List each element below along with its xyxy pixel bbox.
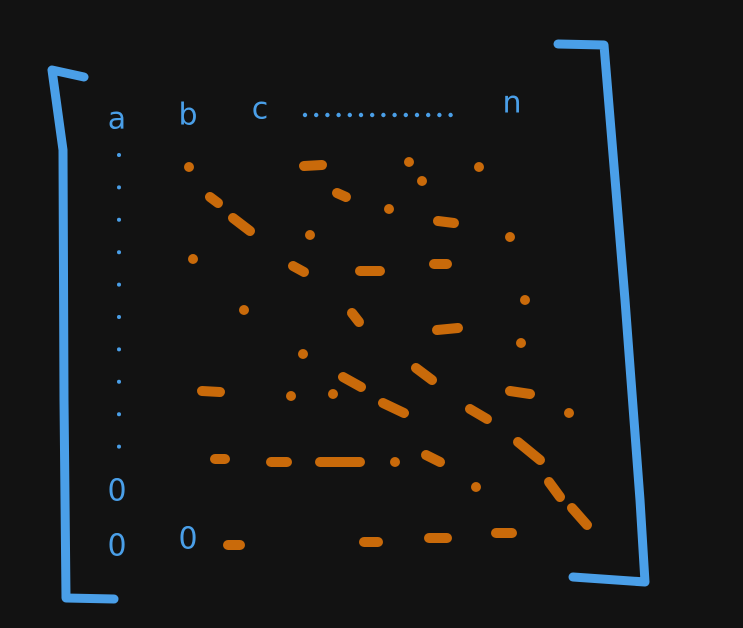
zero-label: 0 bbox=[107, 529, 126, 564]
ellipsis-dot bbox=[414, 112, 420, 118]
orange-dot bbox=[286, 391, 296, 401]
ellipsis-dot bbox=[381, 112, 386, 118]
orange-dash bbox=[411, 363, 437, 385]
right-bracket bbox=[553, 39, 650, 587]
orange-dot bbox=[505, 232, 515, 242]
header-label: b bbox=[178, 98, 197, 133]
ellipsis-dot bbox=[314, 112, 319, 118]
orange-dot bbox=[328, 389, 338, 399]
orange-dot bbox=[298, 349, 308, 359]
ellipsis-dot bbox=[448, 112, 453, 118]
ellipsis-dot bbox=[437, 112, 442, 118]
orange-dash bbox=[378, 398, 409, 418]
orange-dot bbox=[474, 162, 484, 172]
ellipsis-dot bbox=[117, 185, 121, 190]
ellipsis-dot bbox=[117, 217, 121, 222]
orange-dot bbox=[516, 338, 526, 348]
orange-dash bbox=[433, 216, 459, 228]
orange-dot bbox=[239, 305, 249, 315]
orange-dash bbox=[421, 450, 445, 467]
ellipsis-dot bbox=[370, 112, 375, 118]
ellipsis-dot bbox=[117, 282, 121, 287]
ellipsis-dot bbox=[117, 444, 121, 449]
ellipsis-dot bbox=[426, 112, 431, 118]
orange-dot bbox=[188, 254, 198, 264]
orange-dash bbox=[228, 213, 255, 236]
orange-dash bbox=[544, 477, 565, 502]
orange-dash bbox=[513, 437, 545, 465]
header-label: a bbox=[108, 102, 126, 137]
orange-dash bbox=[432, 323, 463, 335]
orange-dot bbox=[417, 176, 427, 186]
orange-dash bbox=[197, 386, 225, 397]
orange-dash bbox=[465, 404, 492, 424]
ellipsis-dot bbox=[117, 379, 121, 384]
ellipsis-dot bbox=[325, 112, 330, 118]
ellipsis-dot bbox=[117, 315, 121, 319]
orange-dot bbox=[184, 162, 194, 172]
ellipsis-dot bbox=[117, 412, 121, 417]
left-bracket bbox=[47, 65, 119, 604]
zero-label: 0 bbox=[107, 474, 126, 509]
orange-dot bbox=[404, 157, 414, 167]
orange-dot bbox=[520, 295, 530, 305]
header-label: n bbox=[502, 86, 521, 121]
ellipsis-dot bbox=[336, 112, 341, 118]
orange-dash bbox=[332, 188, 351, 202]
orange-dash bbox=[567, 503, 592, 530]
orange-dash bbox=[505, 386, 535, 399]
orange-dot bbox=[384, 204, 394, 214]
zero-label: 0 bbox=[178, 522, 197, 557]
ellipsis-dot bbox=[302, 112, 308, 118]
ellipsis-dot bbox=[117, 153, 121, 157]
orange-dash bbox=[205, 192, 223, 208]
orange-dash bbox=[288, 261, 309, 277]
ellipsis-dot bbox=[392, 112, 397, 118]
ellipsis-dot bbox=[403, 112, 408, 118]
orange-dash bbox=[338, 372, 366, 392]
orange-dot bbox=[564, 408, 574, 418]
orange-dot bbox=[305, 230, 315, 240]
orange-dot bbox=[471, 482, 481, 492]
header-label: c bbox=[252, 92, 269, 127]
orange-dot bbox=[390, 457, 400, 467]
orange-dash bbox=[347, 308, 364, 327]
ellipsis-dot bbox=[117, 250, 121, 255]
ellipsis-dot bbox=[117, 347, 121, 352]
orange-dash bbox=[299, 160, 327, 171]
ellipsis-dot bbox=[358, 112, 364, 118]
ellipsis-dot bbox=[347, 112, 352, 118]
